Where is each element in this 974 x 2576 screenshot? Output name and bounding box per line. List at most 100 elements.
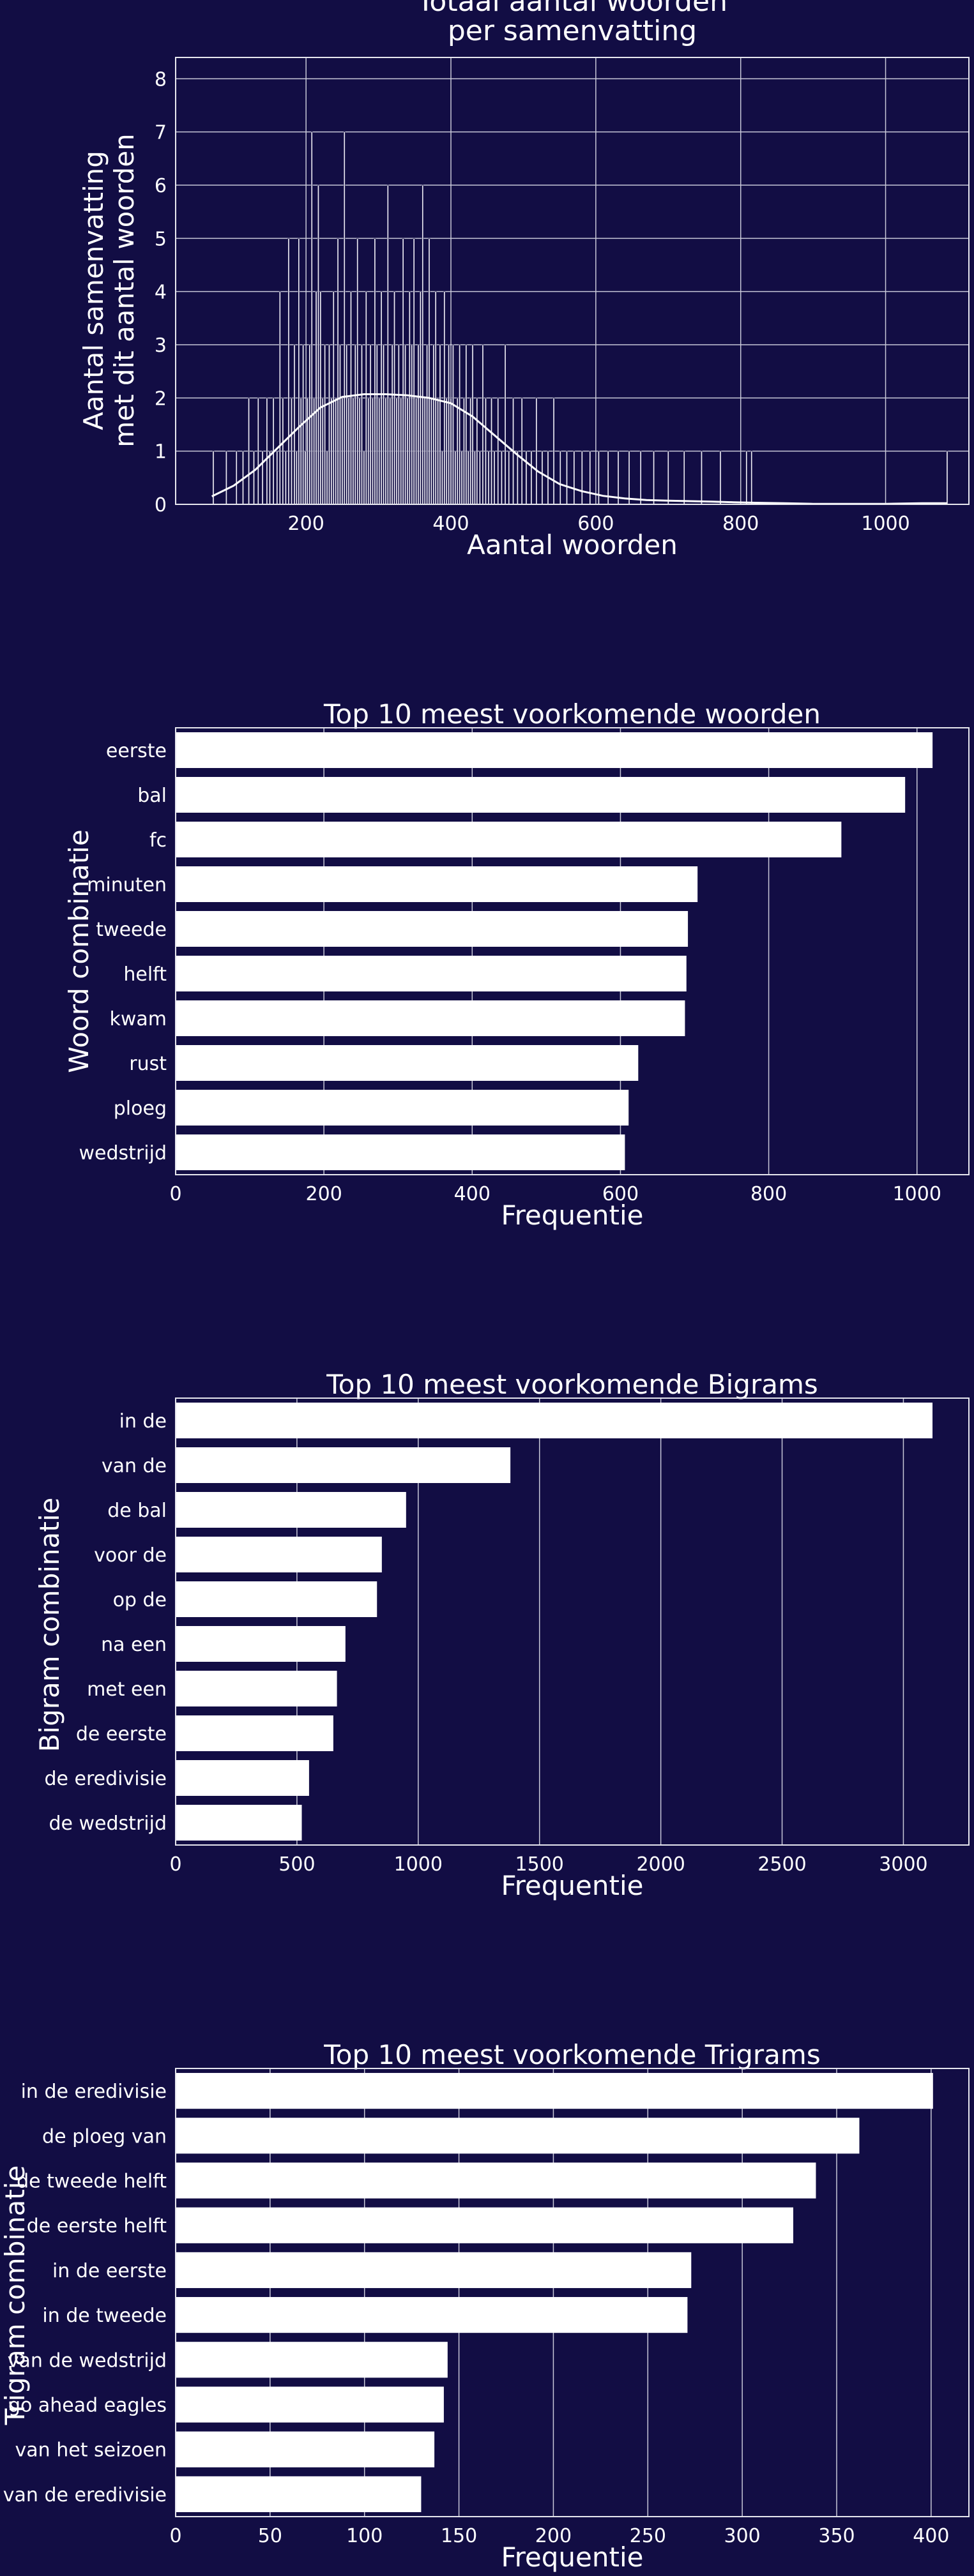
- category-label: bal: [137, 785, 167, 807]
- x-axis-label: Frequentie: [501, 1870, 643, 1901]
- category-label: tweede: [96, 919, 167, 941]
- y-axis-label: Bigram combinatie: [34, 1498, 65, 1752]
- x-tick-label: 2000: [636, 1853, 685, 1876]
- chart-title: Top 10 meest voorkomende Bigrams: [326, 1369, 818, 1400]
- histogram-bar: [343, 132, 346, 505]
- histogram-bar: [308, 344, 311, 505]
- category-label: van de wedstrijd: [8, 2349, 167, 2372]
- histogram-bar: [750, 451, 753, 505]
- histogram-bar: [525, 451, 528, 505]
- category-label: de ploeg van: [42, 2125, 167, 2148]
- x-tick-label: 0: [169, 1183, 181, 1205]
- bar-ploeg: [176, 1090, 629, 1126]
- bar-in-de: [176, 1403, 933, 1438]
- histogram-bar: [667, 451, 669, 505]
- category-label: voor de: [94, 1544, 167, 1567]
- histogram-bar: [459, 344, 461, 505]
- x-tick-label: 200: [535, 2525, 572, 2547]
- histogram-bar: [639, 451, 642, 505]
- kde-line: [211, 393, 947, 505]
- histogram-bar: [395, 398, 398, 505]
- bar-de-eredivisie: [176, 1760, 309, 1796]
- histogram-bar: [683, 451, 685, 505]
- histogram-bar: [432, 344, 435, 505]
- bar-de-eerste: [176, 1715, 333, 1751]
- category-label: na een: [101, 1634, 167, 1656]
- category-label: go ahead eagles: [8, 2395, 167, 2417]
- histogram-bar: [393, 291, 395, 505]
- category-label: eerste: [106, 740, 167, 762]
- x-tick-label: 200: [288, 513, 324, 535]
- histogram-bar: [328, 344, 330, 505]
- histogram-bar: [456, 398, 459, 505]
- histogram-bar: [341, 398, 344, 505]
- histogram-bar: [339, 344, 341, 505]
- histogram-bar: [306, 398, 308, 505]
- kde-curve: [211, 393, 947, 505]
- x-tick-label: 400: [432, 513, 469, 535]
- x-tick-label: 800: [750, 1183, 787, 1205]
- histogram-bar: [445, 398, 448, 505]
- histogram-bar: [384, 398, 387, 505]
- y-tick-label: 2: [155, 388, 167, 410]
- x-tick-labels: 0 500 1000 1500 2000 2500 3000: [169, 1853, 927, 1876]
- x-tick-label: 1000: [861, 513, 909, 535]
- x-tick-label: 400: [454, 1183, 491, 1205]
- x-tick-label: 1000: [394, 1853, 443, 1876]
- histogram-bar: [304, 451, 307, 505]
- plot-frame: [175, 1397, 970, 1846]
- bar-van-de-wedstrijd: [176, 2342, 448, 2378]
- x-tick-label: 500: [278, 1853, 315, 1876]
- bar-go-ahead-eagles: [176, 2386, 444, 2423]
- histogram-bar: [439, 344, 441, 505]
- x-tick-label: 200: [306, 1183, 342, 1205]
- histogram-bar: [335, 398, 337, 505]
- histogram-bar: [417, 344, 420, 505]
- histogram-bar: [376, 344, 378, 505]
- y-tick-label: 7: [155, 122, 167, 144]
- bar-voor-de: [176, 1537, 382, 1572]
- bar-in-de-eredivisie: [176, 2073, 933, 2109]
- category-labels: eerste bal fc minuten tweede helft kwam rust plo…: [79, 740, 167, 1164]
- y-tick-label: 8: [155, 68, 167, 91]
- x-tick-label: 150: [441, 2525, 477, 2547]
- x-tick-label: 50: [258, 2525, 282, 2547]
- histogram-bar: [369, 344, 372, 505]
- category-label: in de tweede: [42, 2305, 167, 2327]
- category-label: wedstrijd: [79, 1142, 167, 1164]
- histogram-bar: [310, 132, 313, 505]
- histogram-bar: [541, 451, 544, 505]
- histogram-bar: [422, 185, 424, 505]
- histogram-bar: [287, 238, 290, 505]
- histogram-bar: [397, 344, 400, 505]
- category-label: van de: [102, 1455, 167, 1477]
- bar-na-een: [176, 1626, 346, 1662]
- chart-title: Top 10 meest voorkomende woorden: [323, 698, 821, 730]
- histogram-bar: [516, 451, 519, 505]
- bar-met-een: [176, 1671, 337, 1706]
- bar-kwam: [176, 1000, 685, 1036]
- histogram-bar: [284, 451, 287, 505]
- histogram-bar: [628, 451, 630, 505]
- bar-van-de-eredivisie: [176, 2476, 422, 2512]
- histogram-bar: [413, 238, 415, 505]
- histogram-bar: [597, 451, 600, 505]
- bar-de-wedstrijd: [176, 1805, 302, 1841]
- x-tick-label: 100: [346, 2525, 383, 2547]
- histogram-bar: [350, 291, 352, 505]
- histogram-bar: [367, 398, 370, 505]
- bars: [176, 1403, 933, 1841]
- histogram-bar: [530, 451, 533, 505]
- chart-title: Top 10 meest voorkomende Trigrams: [323, 2039, 820, 2070]
- x-tick-labels: 0 200 400 600 800 1000: [169, 1183, 941, 1205]
- histogram-bar: [326, 451, 328, 505]
- text-line: Totaal aantal woorden: [416, 0, 727, 18]
- histogram-bar: [261, 451, 264, 505]
- y-tick-label: 3: [155, 335, 167, 357]
- histogram-bar: [358, 398, 361, 505]
- histogram-bar: [589, 451, 591, 505]
- y-axis-label: Aantal samenvattingmet dit aantal woorde…: [78, 133, 140, 447]
- category-label: fc: [149, 829, 167, 852]
- histogram-bar: [354, 344, 356, 505]
